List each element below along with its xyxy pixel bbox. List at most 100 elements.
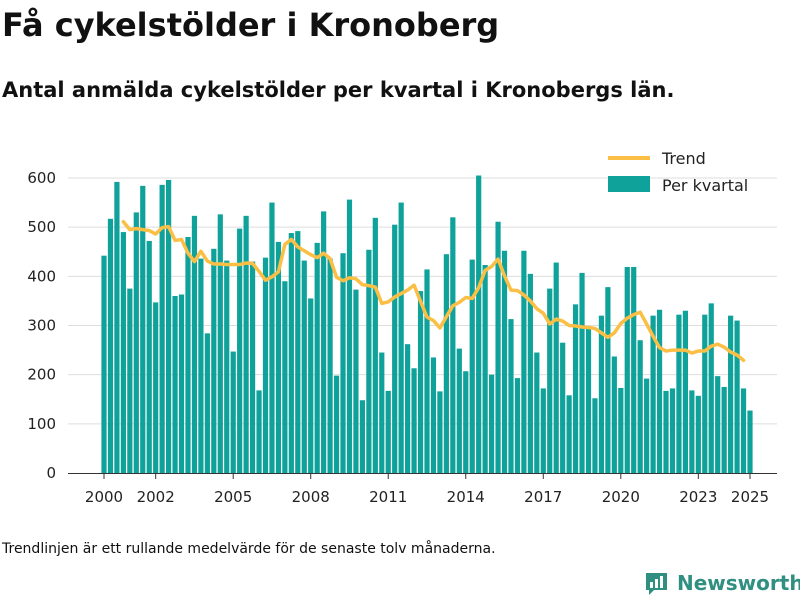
bar — [540, 388, 546, 473]
bar — [359, 400, 365, 473]
y-tick-label: 500 — [27, 218, 56, 236]
bar — [308, 298, 314, 473]
bar — [682, 310, 688, 473]
bar-chart: 0 100 200 300 400 500 600 2000 2002 2005 2008 2011 2… — [27, 149, 777, 506]
trend-line — [121, 219, 746, 363]
chart-subtitle: Antal anmälda cykelstölder per kvartal i… — [2, 78, 675, 102]
bar — [224, 260, 230, 473]
y-tick-label: 600 — [27, 169, 56, 187]
bar — [333, 375, 340, 473]
bar — [424, 269, 430, 473]
y-tick-label: 0 — [46, 464, 56, 482]
bar — [295, 231, 301, 473]
bar — [166, 179, 172, 473]
bar — [321, 211, 327, 474]
bar — [476, 175, 482, 474]
bar — [340, 253, 346, 473]
bar — [346, 199, 353, 473]
x-tick-label: 2020 — [602, 488, 640, 506]
bar — [566, 395, 572, 473]
bar — [676, 314, 682, 473]
bar — [327, 258, 333, 473]
x-tick-label: 2008 — [292, 488, 330, 506]
bar — [211, 248, 217, 473]
bars-per-kvartal — [101, 175, 753, 474]
legend-bar-label: Per kvartal — [662, 176, 748, 195]
bar — [501, 250, 508, 473]
bar — [172, 295, 178, 473]
bar — [392, 224, 398, 473]
bar — [572, 304, 579, 473]
bar — [689, 390, 695, 473]
x-tick-label: 2000 — [85, 488, 123, 506]
x-tick-label: 2023 — [679, 488, 717, 506]
x-tick-label: 2017 — [524, 488, 562, 506]
bar — [695, 395, 701, 473]
bar — [656, 309, 663, 473]
bar — [450, 217, 456, 473]
bar — [547, 288, 553, 473]
bar — [282, 281, 288, 473]
bar — [288, 233, 294, 473]
bar — [140, 185, 146, 473]
y-tick-label: 400 — [27, 267, 56, 285]
legend-trend-label: Trend — [661, 149, 706, 168]
bar — [708, 303, 714, 473]
bar — [243, 215, 249, 474]
bar — [443, 254, 449, 473]
bar — [237, 228, 243, 473]
bar — [637, 340, 643, 473]
bar — [178, 294, 185, 473]
bar — [204, 333, 210, 473]
bar — [469, 259, 475, 473]
bar — [534, 352, 540, 473]
bar — [463, 371, 469, 473]
y-tick-label: 200 — [27, 366, 56, 384]
bar — [385, 390, 391, 473]
bar — [663, 390, 669, 473]
bar — [579, 272, 585, 473]
bar — [159, 184, 165, 473]
bar — [230, 351, 236, 473]
bar — [592, 398, 598, 473]
bar — [521, 250, 527, 473]
chart-title: Få cykelstölder i Kronoberg — [2, 6, 500, 44]
bar — [107, 218, 114, 473]
bar — [702, 314, 708, 473]
bar — [366, 249, 372, 473]
newsworthy-logo-icon — [646, 572, 667, 595]
bar — [398, 202, 404, 473]
brand-name: Newsworthy — [677, 571, 800, 595]
bar — [605, 287, 611, 473]
bar — [133, 212, 139, 474]
x-tick-label: 2011 — [369, 488, 407, 506]
bar — [269, 202, 275, 473]
bar — [153, 302, 159, 473]
bar — [669, 388, 676, 473]
bar — [631, 266, 637, 473]
bar — [217, 214, 223, 474]
bar — [527, 273, 533, 473]
bar — [405, 344, 411, 473]
x-tick-label: 2005 — [214, 488, 252, 506]
bar — [275, 241, 282, 473]
bar — [249, 261, 256, 473]
bar — [314, 242, 320, 473]
bar — [489, 374, 495, 473]
bar — [514, 378, 521, 473]
bar — [624, 266, 630, 473]
bar — [372, 217, 378, 473]
bar — [417, 291, 424, 473]
bar — [353, 289, 359, 473]
bar — [553, 262, 559, 473]
x-tick-label: 2002 — [137, 488, 175, 506]
newsworthy-brand[interactable]: Newsworthy — [644, 568, 800, 598]
bar — [456, 348, 462, 473]
bar — [560, 342, 566, 473]
bar — [728, 315, 734, 473]
bar — [198, 258, 204, 473]
bar — [437, 391, 443, 473]
bar — [191, 215, 198, 474]
bar — [146, 240, 152, 473]
bar — [185, 236, 191, 473]
